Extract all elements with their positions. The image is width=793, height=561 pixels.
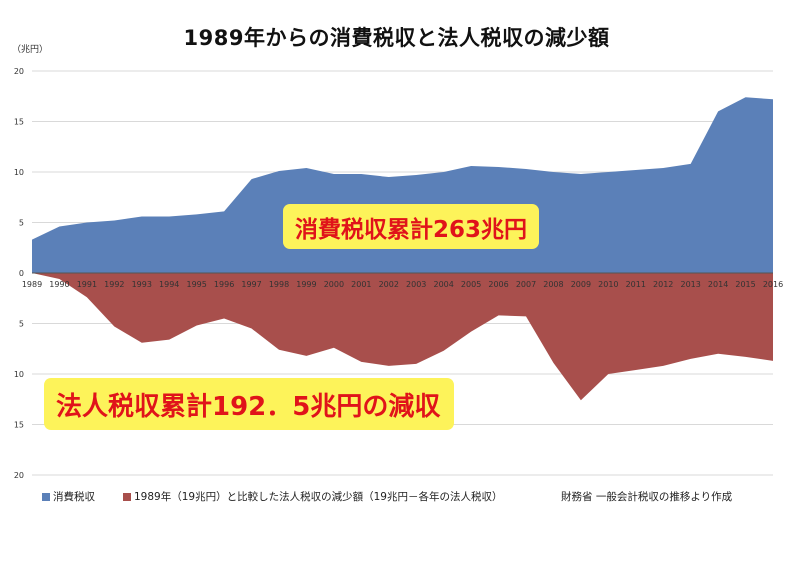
legend-item-consumption: 消費税収 xyxy=(42,489,95,504)
consumption-total-callout: 消費税収累計263兆円 xyxy=(283,204,540,249)
y-tick-label: 10 xyxy=(14,370,24,379)
x-tick-label: 1999 xyxy=(296,280,316,289)
corporate-total-callout: 法人税収累計192．5兆円の減収 xyxy=(44,378,455,430)
legend-label-consumption: 消費税収 xyxy=(53,491,95,503)
x-tick-label: 1994 xyxy=(159,280,179,289)
y-tick-label: 20 xyxy=(14,67,24,76)
y-tick-label: 5 xyxy=(19,320,24,329)
x-tick-label: 2011 xyxy=(626,280,646,289)
x-tick-label: 2008 xyxy=(543,280,563,289)
x-tick-label: 2000 xyxy=(324,280,344,289)
y-tick-label: 5 xyxy=(19,219,24,228)
legend-item-corporate: 1989年（19兆円）と比較した法人税収の減少額（19兆円－各年の法人税収） xyxy=(123,489,502,504)
x-tick-label: 2006 xyxy=(488,280,508,289)
x-tick-label: 2001 xyxy=(351,280,371,289)
x-tick-label: 1997 xyxy=(241,280,261,289)
legend-label-corporate: 1989年（19兆円）と比較した法人税収の減少額（19兆円－各年の法人税収） xyxy=(134,491,503,503)
legend-swatch-consumption xyxy=(42,493,50,501)
x-tick-label: 2004 xyxy=(433,280,453,289)
legend-swatch-corporate xyxy=(123,493,131,501)
x-tick-label: 2016 xyxy=(763,280,783,289)
source-note: 財務省 一般会計税収の推移より作成 xyxy=(561,491,733,503)
series-area-consumption xyxy=(32,97,773,273)
x-tick-label: 2014 xyxy=(708,280,728,289)
chart-title: 1989年からの消費税収と法人税収の減少額 xyxy=(183,26,610,50)
x-tick-label: 1996 xyxy=(214,280,234,289)
y-tick-label: 10 xyxy=(14,168,24,177)
y-tick-label: 20 xyxy=(14,471,24,480)
x-tick-label: 1992 xyxy=(104,280,124,289)
y-axis-unit-label: （兆円） xyxy=(12,45,49,55)
x-tick-label: 1989 xyxy=(22,280,42,289)
x-tick-label: 2013 xyxy=(680,280,700,289)
x-tick-label: 2002 xyxy=(379,280,399,289)
x-tick-label: 1995 xyxy=(186,280,206,289)
x-tick-label: 1990 xyxy=(49,280,69,289)
x-tick-label: 2003 xyxy=(406,280,426,289)
x-tick-label: 2009 xyxy=(571,280,591,289)
x-tick-label: 1991 xyxy=(77,280,97,289)
y-tick-label: 15 xyxy=(14,421,24,430)
x-tick-label: 2005 xyxy=(461,280,481,289)
x-tick-label: 2012 xyxy=(653,280,673,289)
area-series-layer xyxy=(32,97,773,401)
x-tick-label: 2007 xyxy=(516,280,536,289)
series-area-corporate xyxy=(32,273,773,401)
y-tick-label: 0 xyxy=(19,269,24,278)
x-tick-label: 1998 xyxy=(269,280,289,289)
x-tick-label: 2010 xyxy=(598,280,618,289)
y-tick-label: 15 xyxy=(14,118,24,127)
x-tick-label: 2015 xyxy=(735,280,755,289)
x-tick-label: 1993 xyxy=(132,280,152,289)
